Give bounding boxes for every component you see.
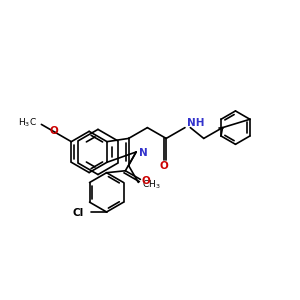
Text: O: O	[142, 176, 151, 186]
Text: Cl: Cl	[72, 208, 84, 218]
Text: NH: NH	[187, 118, 204, 128]
Text: O: O	[160, 161, 169, 171]
Text: CH$_3$: CH$_3$	[142, 178, 161, 190]
Text: H$_3$C: H$_3$C	[17, 116, 37, 129]
Text: O: O	[49, 127, 58, 136]
Text: N: N	[139, 148, 148, 158]
